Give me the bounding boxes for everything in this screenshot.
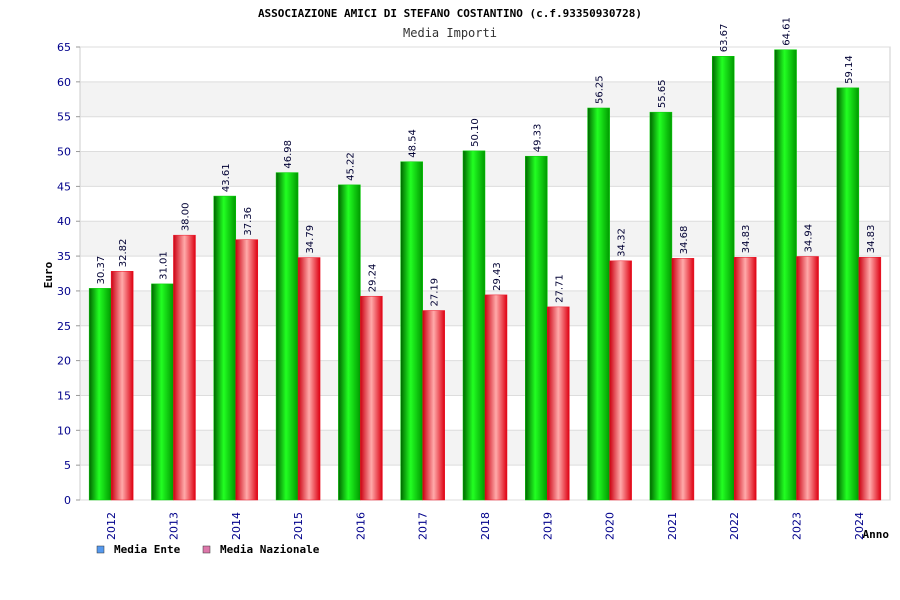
value-label: 43.61 <box>221 163 232 192</box>
bar-media-ente <box>88 288 112 501</box>
x-tick-label: 2019 <box>541 512 554 540</box>
bar-media-nazionale <box>547 306 570 501</box>
bar-media-nazionale <box>422 310 445 501</box>
x-tick-label: 2014 <box>230 512 243 540</box>
value-label: 50.10 <box>470 118 481 147</box>
bar-media-nazionale <box>609 260 632 501</box>
value-label: 64.61 <box>782 17 793 46</box>
value-label: 49.33 <box>532 124 543 153</box>
x-tick-label: 2017 <box>417 512 430 540</box>
bar-media-nazionale <box>173 234 196 501</box>
value-label: 27.19 <box>430 278 441 307</box>
value-label: 30.37 <box>96 256 107 285</box>
value-label: 34.68 <box>679 226 690 255</box>
y-axis-ticks: 0 5 10 15 20 25 30 35 40 45 50 55 60 65 <box>57 41 71 507</box>
bar-media-nazionale <box>733 257 757 501</box>
y-tick-label: 55 <box>57 111 71 124</box>
legend-label-media-ente: Media Ente <box>114 543 181 556</box>
bar-media-nazionale <box>110 271 134 501</box>
x-tick-label: 2022 <box>728 512 741 540</box>
x-tick-label: 2021 <box>666 512 679 540</box>
y-tick-label: 20 <box>57 355 71 368</box>
bar-media-nazionale <box>297 257 321 501</box>
bar-media-nazionale <box>671 258 695 501</box>
value-label: 32.82 <box>118 239 129 268</box>
bar-media-ente <box>400 161 423 501</box>
x-axis-label: Anno <box>863 528 890 541</box>
legend: Media Ente Media Nazionale <box>96 543 320 556</box>
bar-media-nazionale <box>235 239 259 501</box>
x-tick-label: 2020 <box>604 512 617 540</box>
y-tick-label: 45 <box>57 180 71 193</box>
value-label: 27.71 <box>554 274 565 303</box>
y-tick-label: 65 <box>57 41 71 54</box>
bar-media-ente <box>711 56 735 501</box>
bars <box>88 49 882 501</box>
x-tick-label: 2024 <box>853 512 866 540</box>
value-label: 34.32 <box>617 228 628 257</box>
value-labels: 30.37 32.82 31.01 38.00 43.61 37.36 46.98 34.79… <box>96 17 877 306</box>
value-label: 45.22 <box>345 152 356 181</box>
x-tick-label: 2015 <box>292 512 305 540</box>
bar-media-nazionale <box>858 257 882 501</box>
y-tick-label: 25 <box>57 320 71 333</box>
y-tick-label: 50 <box>57 146 71 159</box>
value-label: 55.65 <box>657 80 668 109</box>
y-tick-label: 10 <box>57 424 71 437</box>
value-label: 59.14 <box>844 55 855 84</box>
x-tick-label: 2013 <box>167 512 180 540</box>
bar-media-ente <box>587 107 610 501</box>
chart-subtitle: Media Importi <box>403 26 497 40</box>
legend-swatch-media-ente <box>96 545 105 554</box>
bar-media-nazionale <box>484 294 508 501</box>
value-label: 56.25 <box>595 75 606 104</box>
value-label: 34.94 <box>804 224 815 253</box>
value-label: 38.00 <box>180 203 191 232</box>
x-axis-ticks: 2012 2013 2014 2015 2016 2017 2018 2019 2020 2021… <box>105 512 866 540</box>
legend-swatch-media-nazionale <box>202 545 211 554</box>
chart-title: ASSOCIAZIONE AMICI DI STEFANO COSTANTINO… <box>258 7 642 20</box>
value-label: 48.54 <box>408 129 419 158</box>
y-axis-label: Euro <box>42 261 55 288</box>
bar-media-ente <box>525 155 548 501</box>
value-label: 63.67 <box>719 24 730 53</box>
bar-media-ente <box>151 283 174 501</box>
value-label: 34.79 <box>305 225 316 254</box>
value-label: 29.24 <box>367 264 378 293</box>
value-label: 34.83 <box>741 225 752 254</box>
y-tick-label: 5 <box>64 459 71 472</box>
grid-band <box>80 81 890 117</box>
x-tick-label: 2023 <box>791 512 804 540</box>
bar-media-ente <box>649 111 673 501</box>
y-tick-label: 0 <box>64 494 71 507</box>
value-label: 29.43 <box>492 262 503 291</box>
bar-media-nazionale <box>796 256 819 501</box>
legend-label-media-nazionale: Media Nazionale <box>220 543 320 556</box>
x-tick-label: 2012 <box>105 512 118 540</box>
bar-media-nazionale <box>360 295 383 501</box>
value-label: 37.36 <box>243 207 254 236</box>
bar-media-ente <box>836 87 860 501</box>
x-tick-label: 2016 <box>354 512 367 540</box>
y-tick-label: 60 <box>57 76 71 89</box>
y-tick-label: 35 <box>57 250 71 263</box>
y-tick-label: 15 <box>57 389 71 402</box>
bar-media-ente <box>462 150 486 501</box>
value-label: 31.01 <box>158 251 169 280</box>
bar-media-ente <box>213 195 237 501</box>
bar-media-ente <box>774 49 797 501</box>
y-tick-label: 40 <box>57 215 71 228</box>
value-label: 34.83 <box>866 225 877 254</box>
x-tick-label: 2018 <box>479 512 492 540</box>
y-tick-label: 30 <box>57 285 71 298</box>
value-label: 46.98 <box>283 140 294 169</box>
bar-media-ente <box>275 172 299 501</box>
bar-media-ente <box>338 184 361 501</box>
